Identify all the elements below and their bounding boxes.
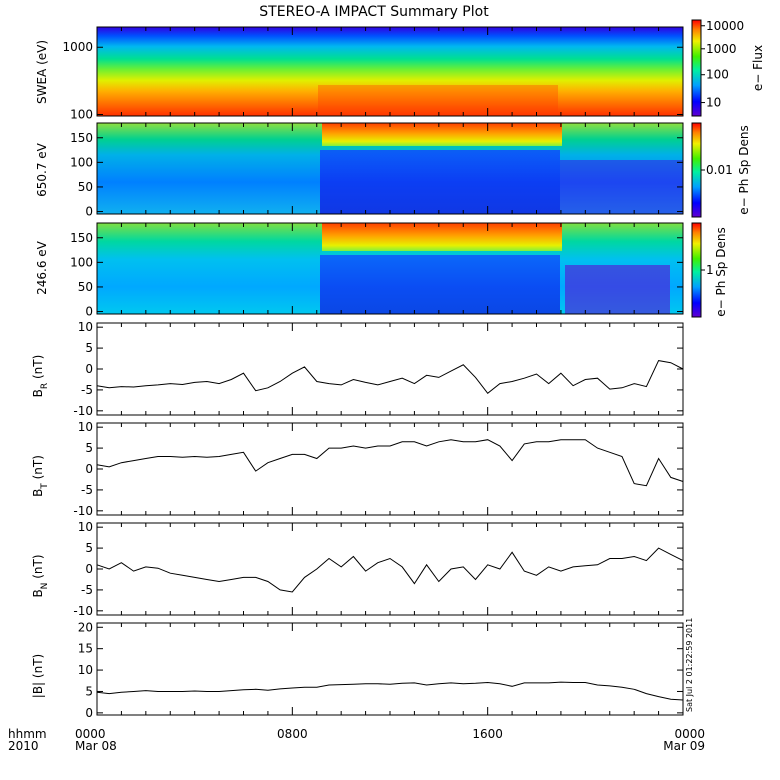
- panel-swea: [96, 26, 684, 117]
- ytick-label: 50: [78, 180, 93, 194]
- pad650-depletion: [320, 150, 560, 214]
- ytick-label: 50: [78, 280, 93, 294]
- ytick-label: -5: [81, 583, 93, 597]
- ytick-label: 100: [70, 255, 93, 269]
- ytick-label: 0: [85, 205, 93, 219]
- ytick-label: 1000: [62, 40, 93, 54]
- series-line: [96, 360, 684, 395]
- pad650-depletion-late: [560, 160, 683, 214]
- series-line: [96, 439, 684, 487]
- colorbar-tick-label: 1: [706, 263, 714, 277]
- footer-year: 2010: [8, 739, 39, 753]
- ytick-label: 15: [78, 642, 93, 656]
- xtick-label: 0800: [277, 727, 308, 741]
- ylabel-bmag: |B| (nT): [31, 654, 45, 698]
- ytick-label: 0: [85, 462, 93, 476]
- swea-spectrogram: [97, 27, 683, 116]
- ylabel-pad650: 650.7 eV: [35, 142, 49, 197]
- ytick-label: 10: [78, 520, 93, 534]
- pad246-beam: [322, 223, 562, 251]
- pad650-beam: [322, 123, 562, 146]
- ylabel-pad246: 246.6 eV: [35, 240, 49, 295]
- panel-bn: [96, 522, 684, 616]
- ytick-label: 5: [85, 684, 93, 698]
- pad246-depletion: [320, 255, 560, 314]
- ytick-label: 0: [85, 706, 93, 720]
- ytick-label: 20: [78, 620, 93, 634]
- panel-246: [96, 222, 684, 315]
- ytick-label: 5: [85, 541, 93, 555]
- ytick-label: 150: [70, 231, 93, 245]
- ytick-label: 0: [85, 362, 93, 376]
- br-frame: [96, 322, 684, 416]
- colorbar-tick-label: 0.01: [706, 163, 733, 177]
- ylabel-bn: BN (nT): [31, 554, 50, 597]
- ytick-label: 10: [78, 420, 93, 434]
- panel-bmag: [96, 622, 684, 716]
- xtick-date-label: Mar 09: [663, 739, 705, 753]
- bt-frame: [96, 422, 684, 516]
- plot-title: STEREO-A IMPACT Summary Plot: [259, 4, 489, 20]
- colorbar-pad246: [691, 222, 702, 318]
- ytick-label: -5: [81, 383, 93, 397]
- series-line: [96, 681, 684, 701]
- swea-enhanced-flux: [318, 85, 558, 116]
- xtick-date-label: Mar 08: [75, 739, 117, 753]
- ytick-label: 5: [85, 341, 93, 355]
- panel-br: [96, 322, 684, 416]
- colorbar-tick-label: 1000: [706, 42, 737, 56]
- colorbar-label-pad650: e− Ph Sp Dens: [737, 125, 751, 214]
- bn-frame: [96, 522, 684, 616]
- ytick-label: -10: [73, 504, 93, 518]
- ytick-label: -10: [73, 404, 93, 418]
- colorbar-label-swea: e− Flux: [751, 45, 765, 91]
- panel-bt: [96, 422, 684, 516]
- ytick-label: -5: [81, 483, 93, 497]
- axes-and-series: 10001001501005001501005001050-5-101050-5…: [62, 19, 744, 753]
- pad246-depletion-late: [565, 265, 670, 314]
- timestamp-stamp: Sat Jul 2 01:22:59 2011: [685, 618, 694, 712]
- colorbar-swea: [691, 19, 702, 117]
- footer-hhmm: hhmm: [8, 727, 47, 741]
- ytick-label: 100: [70, 108, 93, 122]
- xtick-label: 0000: [674, 727, 705, 741]
- ylabel-br: BR (nT): [31, 355, 50, 398]
- colorbars: [691, 19, 702, 318]
- ylabel-bt: BT (nT): [31, 455, 50, 497]
- ytick-label: 5: [85, 441, 93, 455]
- panel-650: [96, 122, 684, 215]
- bmag-frame: [96, 622, 684, 716]
- colorbar-label-pad246: e− Ph Sp Dens: [714, 227, 728, 316]
- ytick-label: 10: [78, 320, 93, 334]
- xtick-label: 0000: [75, 727, 106, 741]
- ytick-label: 150: [70, 131, 93, 145]
- colorbar-tick-label: 10000: [706, 19, 744, 33]
- xtick-label: 1600: [472, 727, 503, 741]
- ytick-label: -10: [73, 604, 93, 618]
- series-line: [96, 547, 684, 593]
- ytick-label: 0: [85, 562, 93, 576]
- colorbar-tick-label: 100: [706, 68, 729, 82]
- ytick-label: 0: [85, 305, 93, 319]
- ylabel-swea: SWEA (eV): [35, 40, 49, 104]
- ytick-label: 10: [78, 663, 93, 677]
- colorbar-tick-label: 10: [706, 96, 721, 110]
- ytick-label: 100: [70, 155, 93, 169]
- colorbar-pad650: [691, 122, 702, 218]
